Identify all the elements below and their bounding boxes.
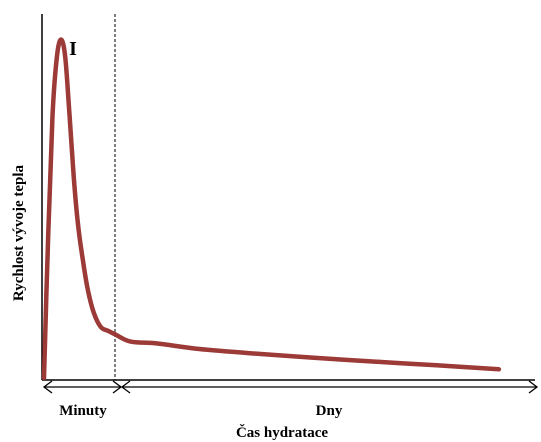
phase-marker-label: I [69, 38, 77, 60]
x-axis-label: Čas hydratace [236, 424, 328, 441]
days-arrow-right-head [528, 380, 539, 394]
minutes-arrow-left-head [42, 380, 53, 394]
series-line-0 [41, 37, 502, 381]
segment-label-days: Dny [316, 403, 343, 419]
y-axis-label: Rychlost vývoje tepla [11, 164, 27, 301]
days-arrow-left-head [120, 380, 131, 394]
segment-label-minutes: Minuty [59, 403, 107, 419]
series-group [41, 37, 502, 381]
segment-arrows [42, 380, 539, 394]
